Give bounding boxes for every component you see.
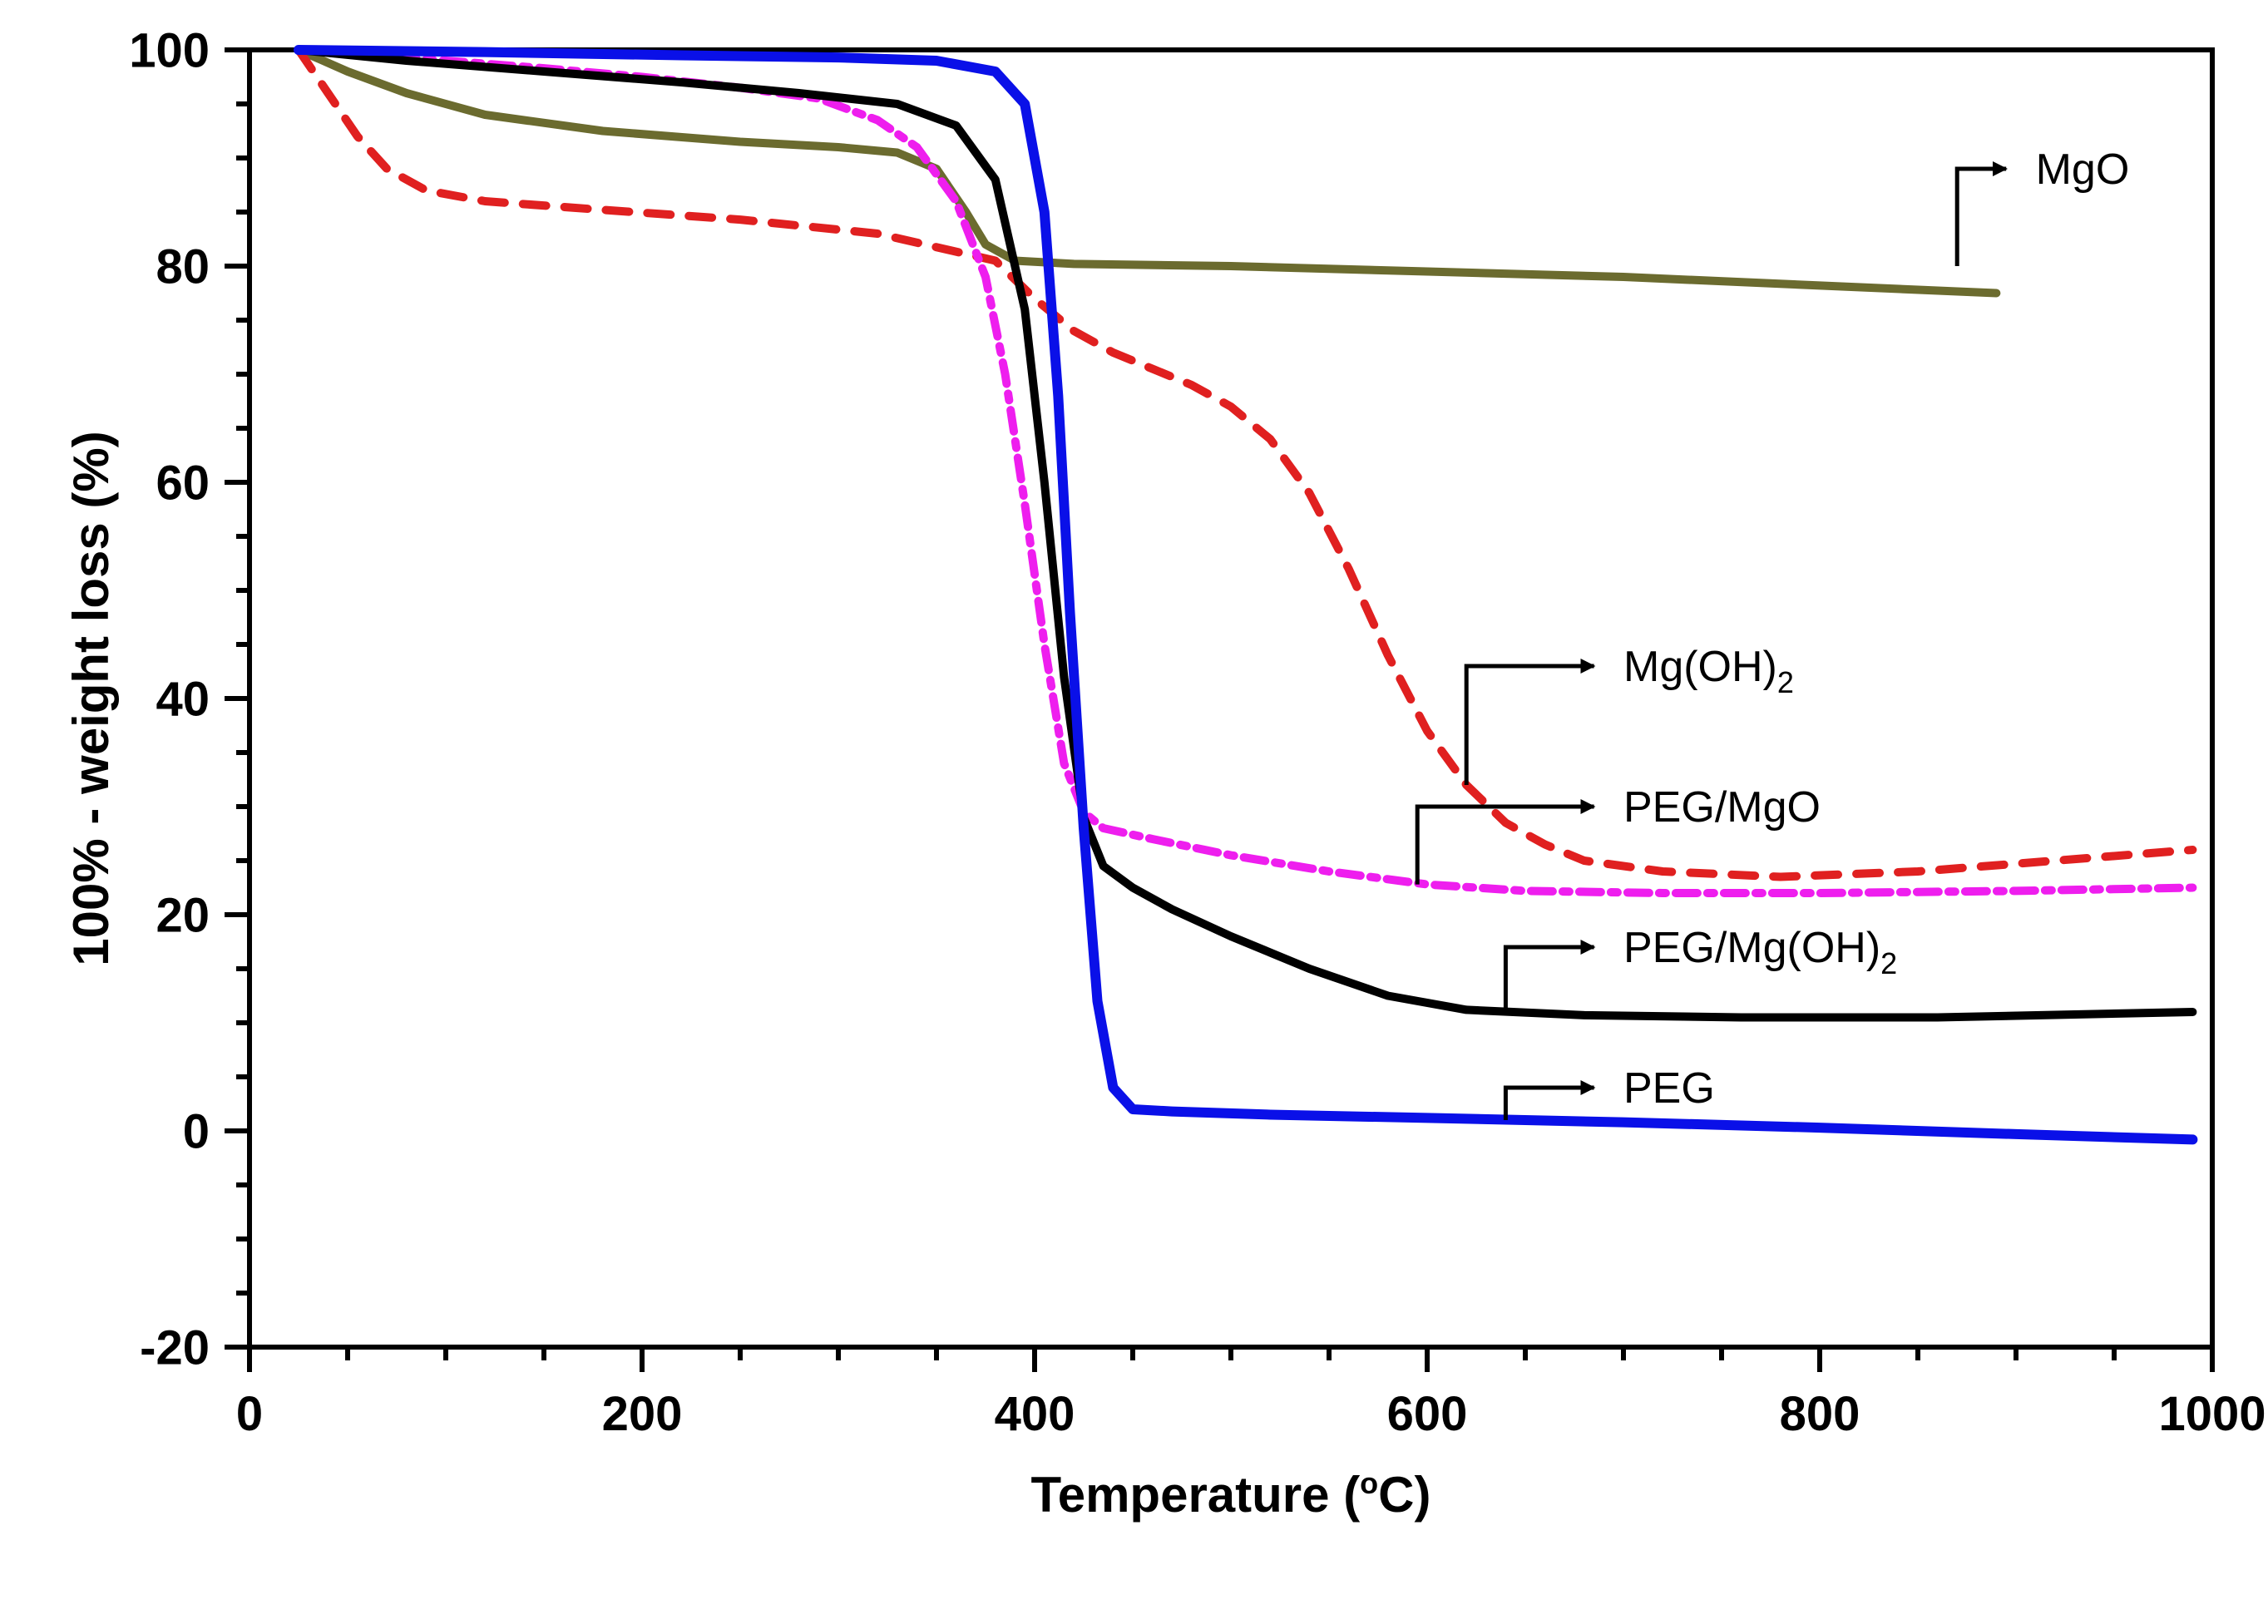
y-tick-label: 80 [156, 239, 210, 294]
series-label-MgOH2: Mg(OH)2 [1623, 643, 1794, 699]
x-tick-label: 600 [1387, 1387, 1468, 1441]
y-tick-label: 60 [156, 456, 210, 510]
plot-border [250, 50, 2212, 1347]
series-line-PEG [299, 50, 2192, 1139]
chart-svg: 0 200 400 600 800 1000 Temperature (oC) -20 0 20 4… [0, 0, 2268, 1624]
x-tick-label: 0 [236, 1387, 263, 1441]
series-line-PEGMgO [299, 50, 2192, 893]
y-tick-label: 0 [183, 1104, 210, 1158]
series-label-PEGMgOH2: PEG/Mg(OH)2 [1623, 924, 1897, 980]
series-line-MgO [299, 50, 1996, 294]
series-label-PEG: PEG [1623, 1064, 1715, 1113]
series-label-MgO: MgO [2036, 146, 2130, 194]
y-tick-label: 20 [156, 888, 210, 942]
leader-line [1957, 169, 2006, 266]
y-axis-label: 100% - weight loss (%) [63, 431, 119, 965]
series-label-PEGMgO: PEG/MgO [1623, 783, 1821, 832]
leader-line [1505, 947, 1594, 1012]
leader-line [1466, 666, 1594, 785]
x-tick-label: 800 [1780, 1387, 1860, 1441]
y-tick-label: 40 [156, 672, 210, 726]
x-tick-label: 200 [602, 1387, 683, 1441]
x-tick-label: 400 [995, 1387, 1075, 1441]
series-line-MgOH2 [299, 50, 2192, 877]
tga-chart: 0 200 400 600 800 1000 Temperature (oC) -20 0 20 4… [0, 0, 2268, 1624]
y-tick-label: 100 [129, 23, 210, 77]
y-tick-label: -20 [140, 1320, 210, 1375]
x-axis-label: Temperature (oC) [1031, 1466, 1431, 1523]
x-tick-label: 1000 [2158, 1387, 2266, 1441]
